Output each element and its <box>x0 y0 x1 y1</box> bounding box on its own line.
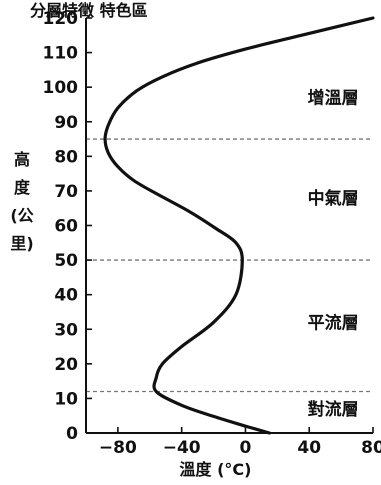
y-axis-label-char-2: (公 <box>10 206 33 225</box>
x-tick-label-0: 0 <box>240 438 252 458</box>
y-tick-label-100: 100 <box>43 78 79 98</box>
y-axis-label-char-1: 度 <box>14 178 31 197</box>
x-tick-label--80: −80 <box>99 438 137 458</box>
layer-label-2: 平流層 <box>308 312 359 333</box>
y-tick-label-110: 110 <box>43 44 79 64</box>
y-tick-label-20: 20 <box>54 355 78 375</box>
y-tick-label-0: 0 <box>66 424 78 444</box>
x-tick-label-40: 40 <box>297 438 321 458</box>
y-tick-label-90: 90 <box>54 113 78 133</box>
layer-label-3: 對流層 <box>308 399 359 420</box>
y-tick-label-40: 40 <box>54 286 78 306</box>
layer-label-1: 中氣層 <box>308 188 359 209</box>
y-axis-label-char-3: 里) <box>10 234 33 253</box>
x-tick-label--40: −40 <box>163 438 201 458</box>
y-tick-label-80: 80 <box>54 147 78 167</box>
y-axis-label: 高度 (公里) <box>10 150 33 253</box>
y-tick-label-10: 10 <box>54 389 78 409</box>
y-tick-label-70: 70 <box>54 182 78 202</box>
y-tick-label-30: 30 <box>54 320 78 340</box>
x-tick-label-80: 80 <box>361 438 381 458</box>
y-axis-label-char-0: 高 <box>14 150 30 169</box>
temperature-curve-0 <box>103 16 375 435</box>
y-tick-label-60: 60 <box>54 217 78 237</box>
y-tick-label-120: 120 <box>43 9 79 29</box>
y-tick-label-50: 50 <box>54 251 78 271</box>
top-cropped-text: 分層特徵 特色區 <box>30 1 148 20</box>
layer-label-0: 增溫層 <box>308 88 359 109</box>
x-axis-label: 溫度 (°C) <box>180 460 252 479</box>
